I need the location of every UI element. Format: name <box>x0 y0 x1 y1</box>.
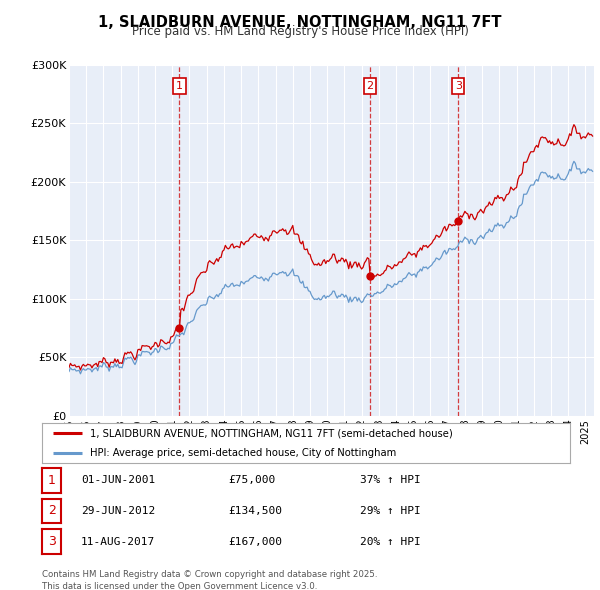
Text: 20% ↑ HPI: 20% ↑ HPI <box>360 537 421 546</box>
Text: 01-JUN-2001: 01-JUN-2001 <box>81 476 155 485</box>
Text: 1: 1 <box>47 474 56 487</box>
Text: Price paid vs. HM Land Registry's House Price Index (HPI): Price paid vs. HM Land Registry's House … <box>131 25 469 38</box>
Text: 2: 2 <box>47 504 56 517</box>
Text: 3: 3 <box>455 81 462 91</box>
Text: £75,000: £75,000 <box>228 476 275 485</box>
Text: £167,000: £167,000 <box>228 537 282 546</box>
Text: 3: 3 <box>47 535 56 548</box>
Text: £134,500: £134,500 <box>228 506 282 516</box>
Text: Contains HM Land Registry data © Crown copyright and database right 2025.
This d: Contains HM Land Registry data © Crown c… <box>42 570 377 590</box>
Text: 1: 1 <box>176 81 183 91</box>
Text: 1, SLAIDBURN AVENUE, NOTTINGHAM, NG11 7FT: 1, SLAIDBURN AVENUE, NOTTINGHAM, NG11 7F… <box>98 15 502 30</box>
Text: 29-JUN-2012: 29-JUN-2012 <box>81 506 155 516</box>
Text: HPI: Average price, semi-detached house, City of Nottingham: HPI: Average price, semi-detached house,… <box>89 448 396 458</box>
Text: 1, SLAIDBURN AVENUE, NOTTINGHAM, NG11 7FT (semi-detached house): 1, SLAIDBURN AVENUE, NOTTINGHAM, NG11 7F… <box>89 428 452 438</box>
Text: 2: 2 <box>367 81 374 91</box>
Text: 29% ↑ HPI: 29% ↑ HPI <box>360 506 421 516</box>
Text: 11-AUG-2017: 11-AUG-2017 <box>81 537 155 546</box>
Text: 37% ↑ HPI: 37% ↑ HPI <box>360 476 421 485</box>
